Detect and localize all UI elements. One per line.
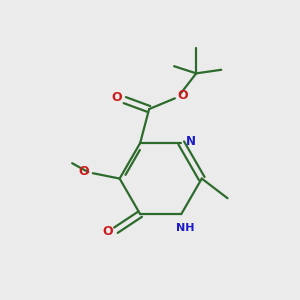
Text: N: N: [186, 135, 196, 148]
Text: NH: NH: [176, 223, 194, 233]
Text: O: O: [177, 89, 188, 102]
Text: O: O: [103, 225, 113, 238]
Text: O: O: [78, 165, 89, 178]
Text: O: O: [111, 91, 122, 104]
